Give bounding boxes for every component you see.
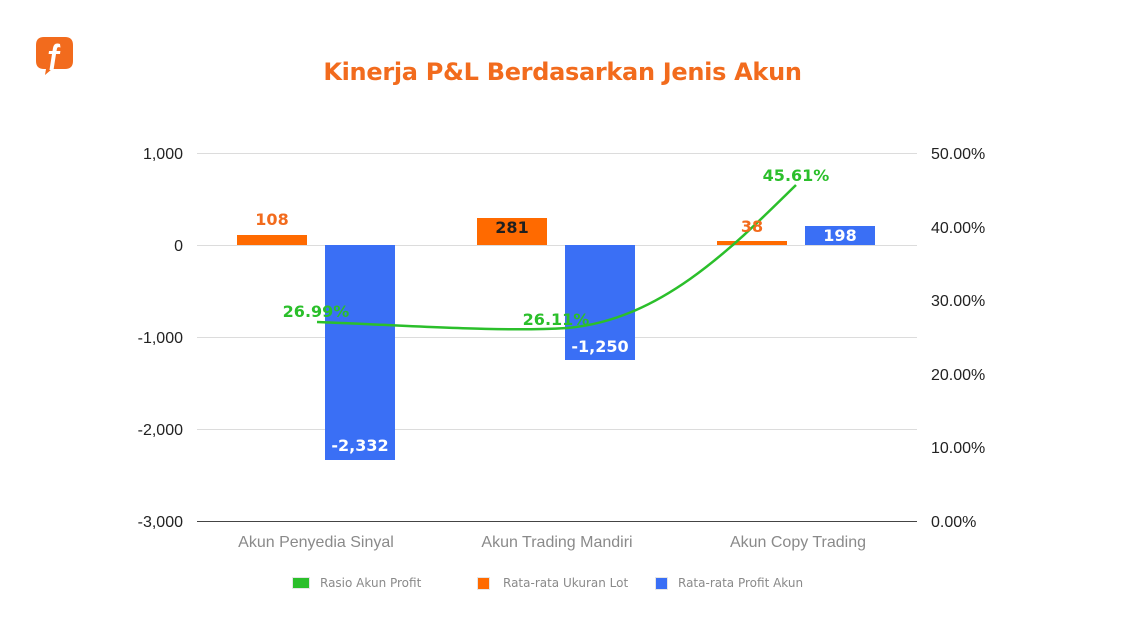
data-label-ratio: 26.99%: [283, 302, 350, 321]
bar-profit[interactable]: [805, 226, 875, 245]
data-label-ratio: 45.61%: [763, 166, 830, 185]
brand-logo-icon: [36, 37, 73, 75]
right-tick: 10.00%: [931, 440, 985, 457]
chart-legend: Rasio Akun Profit Rata-rata Ukuran Lot R…: [0, 576, 1125, 594]
left-tick: 0: [174, 238, 183, 255]
chart-title: Kinerja P&L Berdasarkan Jenis Akun: [323, 58, 802, 86]
left-tick: 1,000: [143, 146, 183, 163]
bar-lot[interactable]: [717, 241, 787, 245]
bar-profit[interactable]: [325, 245, 395, 460]
bar-lot[interactable]: [477, 218, 547, 245]
right-tick: 20.00%: [931, 367, 985, 384]
left-axis: 1,000 0 -1,000 -2,000 -3,000: [138, 146, 183, 531]
right-axis: 50.00% 40.00% 30.00% 20.00% 10.00% 0.00%: [931, 146, 985, 531]
data-label-profit: -2,332: [331, 436, 388, 455]
right-tick: 30.00%: [931, 293, 985, 310]
bar-profit[interactable]: [565, 245, 635, 360]
data-label-profit: -1,250: [571, 337, 628, 356]
data-label-profit: 198: [823, 226, 856, 245]
category-label: Akun Copy Trading: [730, 534, 866, 551]
right-tick: 0.00%: [931, 514, 976, 531]
left-tick: -2,000: [138, 422, 183, 439]
legend-swatch-blue: [655, 576, 668, 590]
data-label-lot: 108: [255, 210, 288, 229]
legend-label: Rata-rata Ukuran Lot: [503, 576, 629, 590]
legend-swatch-green: [292, 577, 310, 589]
data-label-lot: 38: [741, 217, 763, 236]
data-label-ratio: 26.11%: [523, 310, 590, 329]
category-label: Akun Trading Mandiri: [481, 534, 632, 551]
bar-lot[interactable]: [237, 235, 307, 245]
legend-swatch-orange: [477, 576, 490, 590]
legend-item-profit[interactable]: Rata-rata Profit Akun: [655, 576, 803, 590]
gridlines: [197, 153, 917, 430]
legend-label: Rata-rata Profit Akun: [678, 576, 804, 590]
legend-item-lot[interactable]: Rata-rata Ukuran Lot: [477, 576, 628, 590]
series-lot-bars: [237, 218, 787, 245]
right-tick: 40.00%: [931, 220, 985, 237]
series-ratio-line[interactable]: [316, 184, 797, 331]
data-label-lot: 281: [495, 218, 528, 237]
series-profit-bars: [325, 226, 875, 460]
left-tick: -1,000: [138, 330, 183, 347]
legend-label: Rasio Akun Profit: [320, 576, 422, 590]
right-tick: 50.00%: [931, 146, 985, 163]
legend-item-ratio[interactable]: Rasio Akun Profit: [292, 576, 421, 590]
left-tick: -3,000: [138, 514, 183, 531]
category-label: Akun Penyedia Sinyal: [238, 534, 394, 551]
